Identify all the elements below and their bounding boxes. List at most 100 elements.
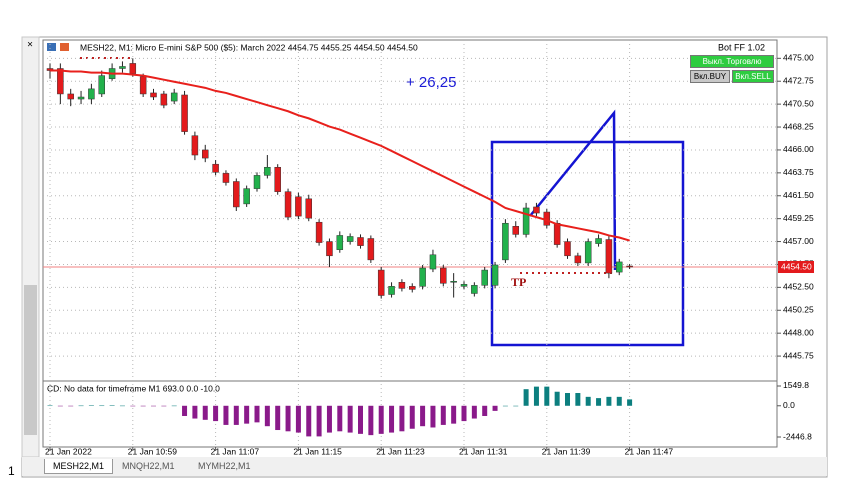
- candle-body: [626, 265, 633, 268]
- x-tick-label: 21 Jan 11:31: [459, 446, 508, 456]
- trade-toggle-button[interactable]: Выкл. Торговлю: [690, 55, 774, 68]
- y-tick-label: 4470.50: [783, 98, 814, 108]
- indicator-bar: [347, 405, 353, 433]
- candle-body: [202, 149, 209, 159]
- indicator-bar: [275, 405, 281, 431]
- plot-frame: [42, 39, 778, 448]
- symbol-tab[interactable]: MYMH22,M1: [198, 461, 251, 471]
- y-tick-label: 4466.00: [783, 144, 814, 154]
- candle-body: [533, 206, 540, 214]
- indicator-bar: [606, 396, 612, 406]
- candle-body: [595, 238, 602, 244]
- candle-body: [139, 76, 147, 95]
- indicator-bar: [254, 405, 260, 423]
- indicator-bar: [202, 405, 208, 420]
- y-tick-label: 4450.25: [783, 305, 814, 315]
- indicator-bar: [326, 405, 332, 433]
- moving-average: [50, 69, 630, 242]
- candle-body: [367, 238, 375, 261]
- candle-body: [129, 63, 137, 74]
- last-price-tag: [778, 261, 814, 274]
- indicator-bar: [627, 399, 633, 406]
- indicator-bar: [337, 405, 343, 432]
- indicator-bar: [88, 405, 94, 406]
- indicator-bar: [616, 396, 622, 406]
- indicator-bar: [78, 405, 84, 407]
- indicator-bar: [161, 405, 167, 407]
- candle-body: [502, 222, 509, 261]
- chart-icon: [47, 43, 56, 51]
- indicator-title: CD: No data for timeframe M1 693.0 0.0 -…: [47, 383, 220, 393]
- indicator-bar: [358, 405, 363, 434]
- candle-body: [336, 235, 344, 250]
- y-tick-label: 4445.75: [783, 350, 814, 360]
- indicator-bar: [554, 391, 560, 406]
- indicator-bar: [68, 405, 74, 407]
- symbol-tab[interactable]: MESH22,M1: [44, 459, 114, 474]
- chart-icon: [60, 43, 69, 51]
- y-tick-label: 4459.25: [783, 213, 814, 223]
- y-tick-label: 4461.50: [783, 190, 814, 200]
- indicator-bar: [420, 405, 426, 427]
- candle-body: [222, 173, 230, 183]
- last-price-label: 4454.50: [781, 261, 812, 271]
- indicator-bar: [389, 405, 395, 433]
- indicator-bar: [430, 405, 436, 428]
- x-tick-label: 21 Jan 11:07: [211, 446, 260, 456]
- candle-body: [305, 198, 312, 219]
- indicator-bar: [523, 389, 529, 406]
- indicator-bar: [140, 405, 146, 407]
- candle-body: [419, 267, 426, 287]
- symbol-tab[interactable]: MNQH22,M1: [122, 461, 175, 471]
- indicator-bar: [409, 405, 415, 429]
- candle-body: [522, 207, 530, 235]
- indicator-bar: [295, 405, 301, 433]
- indicator-bar: [233, 405, 239, 425]
- y-tick-label: 4475.00: [783, 53, 814, 63]
- indicator-bar: [492, 405, 498, 411]
- x-tick-label: 21 Jan 11:47: [625, 446, 674, 456]
- indicator-bar: [471, 405, 477, 419]
- indicator-bar: [575, 393, 581, 406]
- indicator-bar: [130, 405, 136, 407]
- candle-body: [471, 285, 478, 294]
- y-tick-label: 0.0: [783, 400, 795, 410]
- scrollbar-thumb[interactable]: [24, 285, 37, 435]
- candle-body: [574, 255, 582, 264]
- indicator-bar: [213, 405, 219, 422]
- close-icon[interactable]: ×: [27, 40, 33, 51]
- candle-body: [377, 269, 385, 296]
- indicator-bar: [306, 405, 312, 437]
- candle-body: [398, 282, 406, 289]
- sell-button[interactable]: Вкл.SELL: [732, 70, 774, 83]
- x-tick-label: 21 Jan 10:59: [128, 446, 177, 456]
- candle-body: [233, 181, 240, 208]
- candle-body: [553, 222, 561, 245]
- indicator-bar: [533, 386, 539, 406]
- user-triangle[interactable]: [529, 109, 617, 271]
- indicator-bar: [182, 405, 188, 416]
- candle-body: [460, 284, 468, 287]
- indicator-bar: [544, 386, 550, 406]
- candle-body: [346, 236, 354, 242]
- candle-body: [284, 191, 292, 218]
- indicator-bar: [440, 405, 446, 425]
- indicator-bar: [368, 405, 374, 436]
- candle-body: [67, 93, 74, 100]
- candle-body: [191, 135, 199, 156]
- candle-body: [450, 281, 457, 283]
- y-tick-label: 4448.00: [783, 327, 814, 337]
- x-tick-label: 21 Jan 11:23: [376, 446, 425, 456]
- candle-body: [88, 88, 95, 100]
- user-rectangle[interactable]: [490, 140, 685, 347]
- candle-body: [512, 226, 519, 235]
- tp-annotation: TP: [511, 275, 526, 289]
- indicator-bar: [451, 405, 457, 424]
- candle-body: [98, 75, 105, 95]
- y-tick-label: 4463.75: [783, 167, 814, 177]
- indicator-bar: [285, 405, 291, 432]
- indicator-bar: [47, 405, 53, 407]
- indicator-bar: [585, 396, 591, 406]
- buy-button[interactable]: Вкл.BUY: [690, 70, 730, 83]
